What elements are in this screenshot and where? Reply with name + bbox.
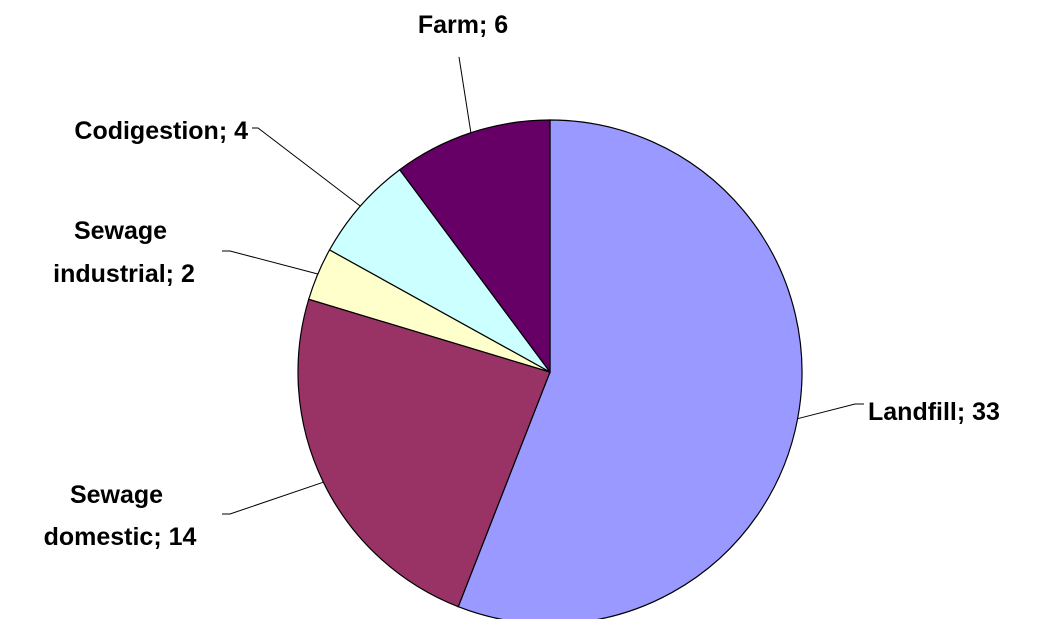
data-label-codigestion: Codigestion; 4	[74, 117, 248, 145]
data-label-landfill: Landfill; 33	[868, 398, 1000, 426]
data-label-sewage-domestic-line1: Sewage	[70, 481, 163, 509]
data-label-landfill-line1: Landfill; 33	[868, 398, 1000, 426]
leader-line-farm	[458, 56, 472, 133]
leader-line-codigestion	[252, 127, 361, 207]
pie-slice-farm	[398, 119, 551, 374]
pie-slice-codigestion	[328, 168, 551, 373]
pie-slice-landfill	[457, 119, 803, 619]
leader-line-landfill	[797, 403, 864, 420]
data-label-farm-line1: Farm; 6	[418, 11, 508, 39]
data-label-sewage-industrial: Sewage industrial; 2	[53, 217, 195, 288]
data-label-sewage-domestic-line2: domestic; 14	[44, 523, 197, 551]
data-label-sewage-industrial-line1: Sewage	[74, 217, 167, 245]
leader-lines	[222, 56, 864, 515]
leader-line-sewage-industrial	[222, 250, 318, 275]
data-label-farm: Farm; 6	[418, 11, 508, 39]
leader-line-sewage-domestic	[222, 481, 324, 515]
pie-slice-sewage-domestic	[297, 298, 551, 608]
data-label-codigestion-line1: Codigestion; 4	[74, 117, 248, 145]
pie-slices	[297, 119, 803, 619]
data-label-sewage-industrial-line2: industrial; 2	[53, 260, 195, 288]
data-label-sewage-domestic: Sewage domestic; 14	[44, 481, 197, 551]
